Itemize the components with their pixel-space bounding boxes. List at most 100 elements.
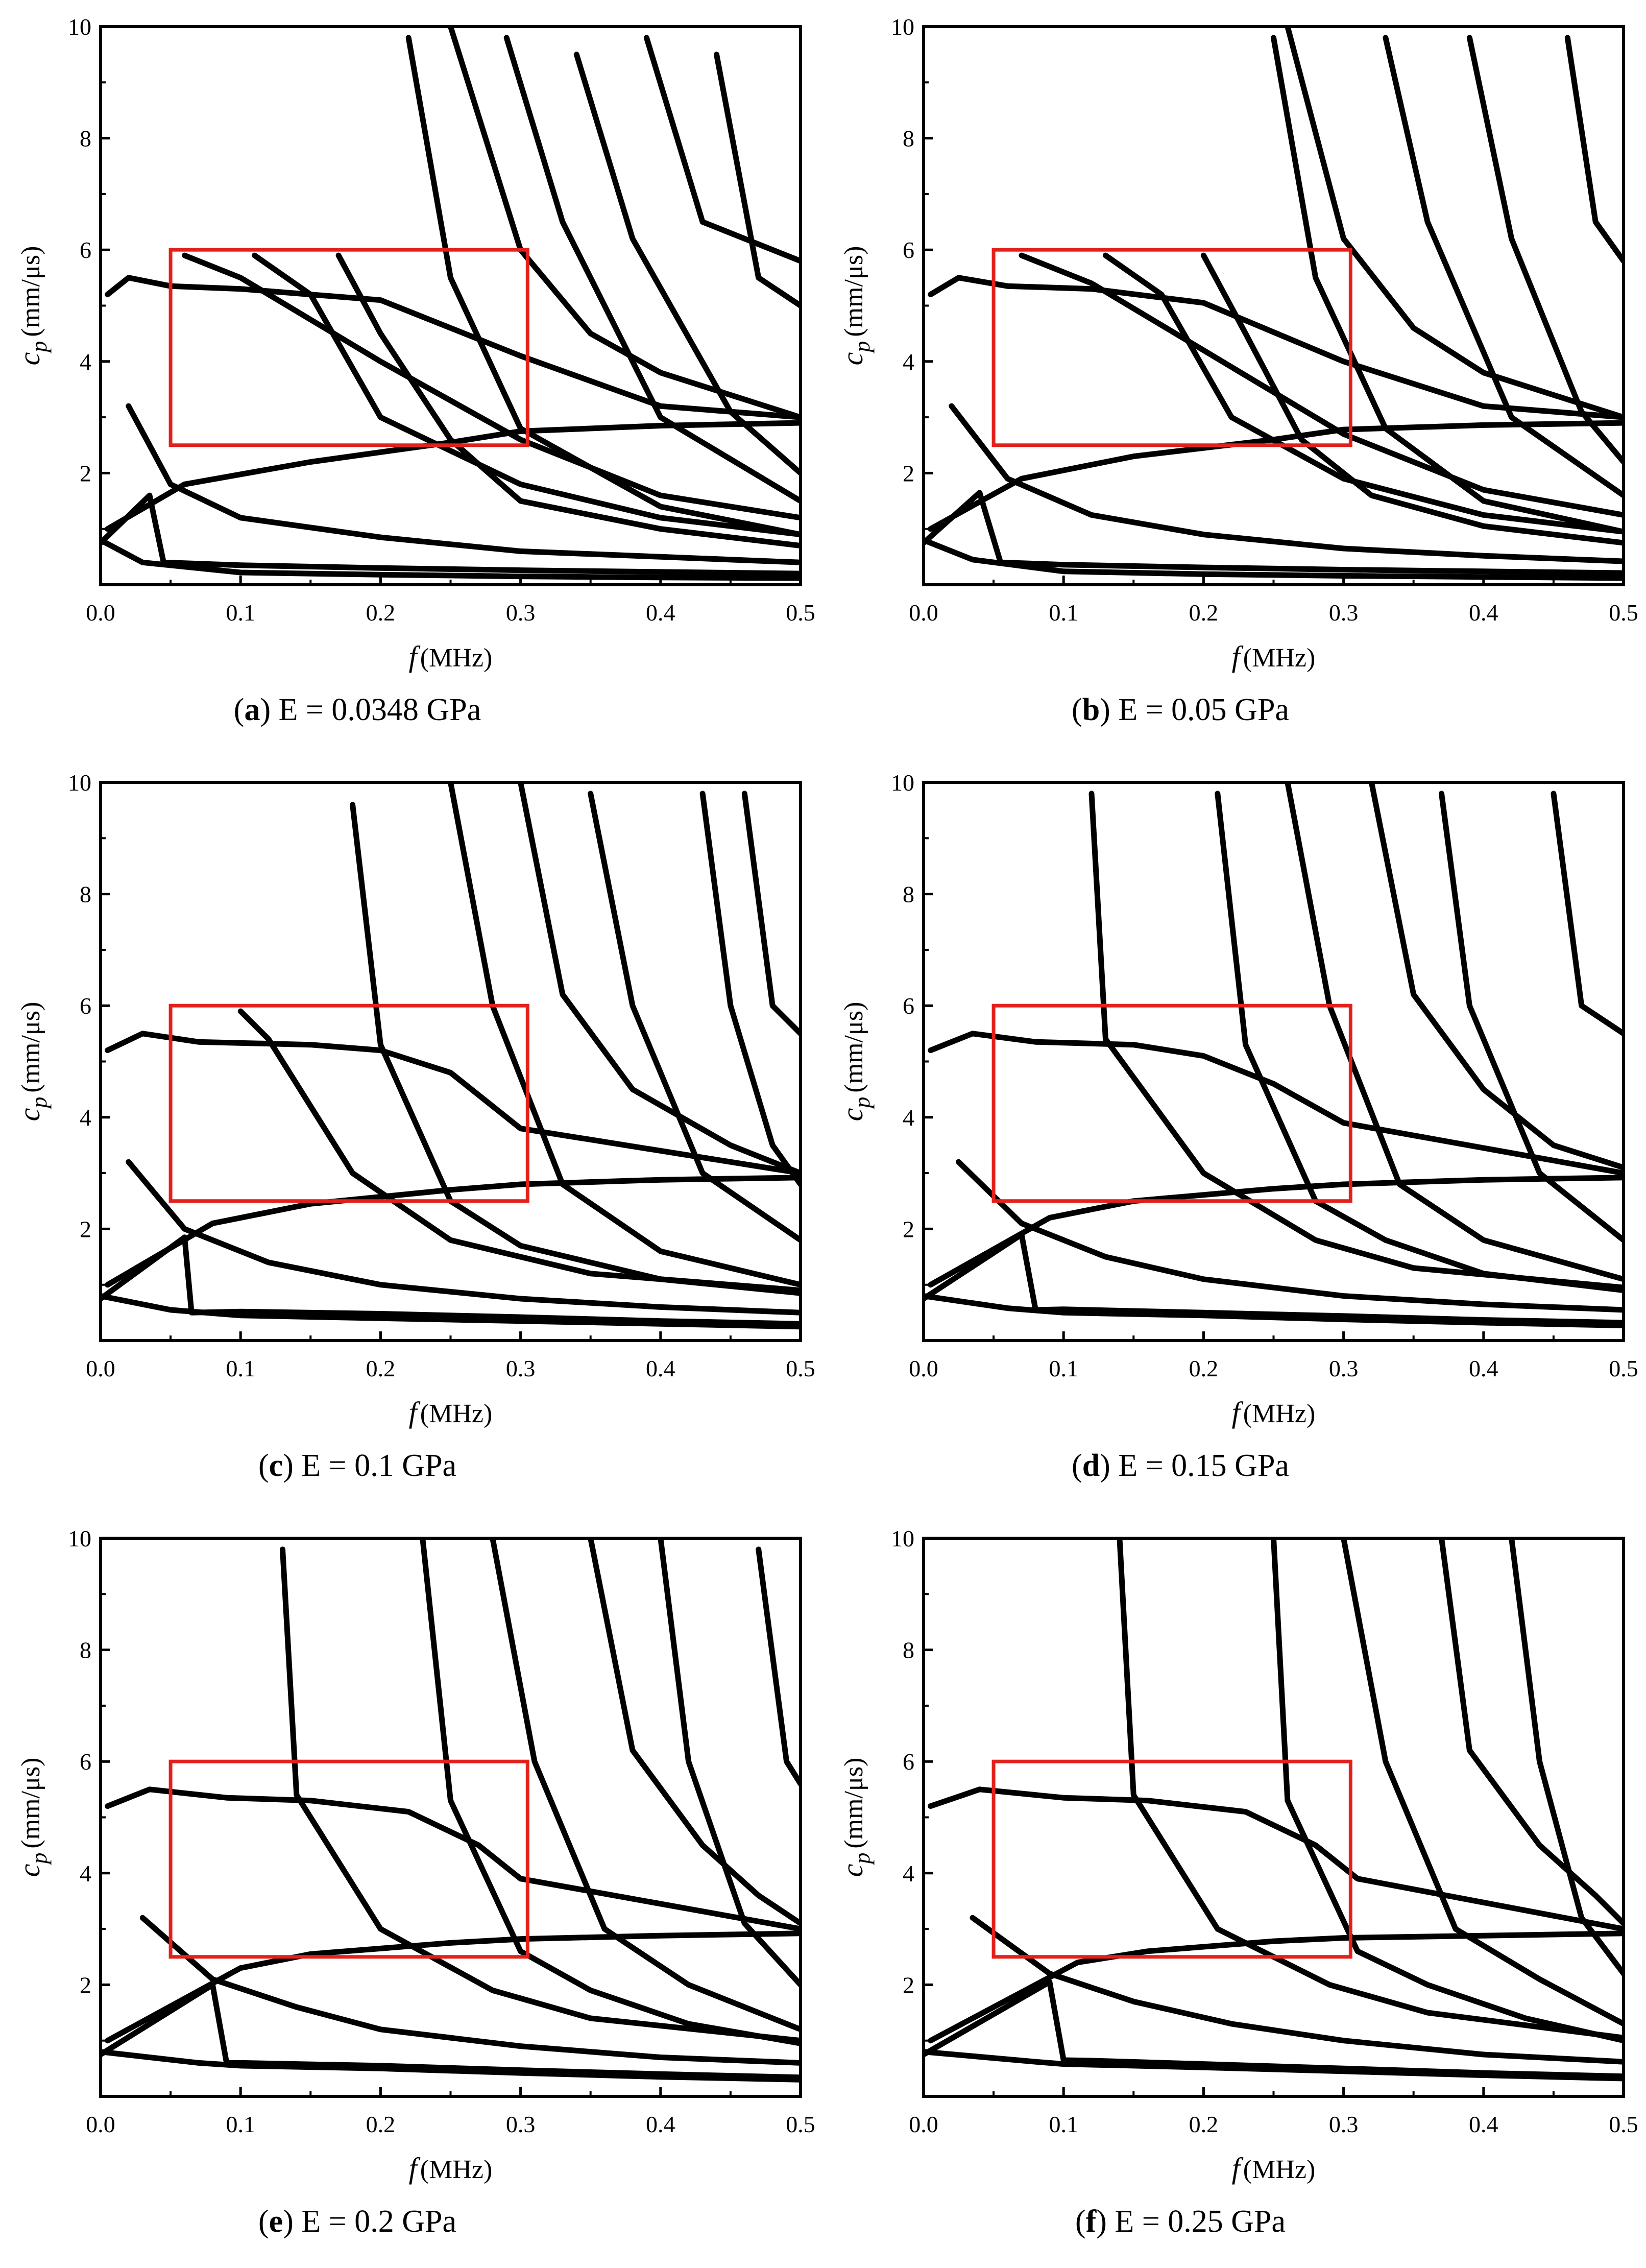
y-tick-label: 10 xyxy=(891,770,914,796)
series-mode-7 xyxy=(252,252,801,538)
y-tick-label: 4 xyxy=(903,1105,914,1131)
y-axis-unit: (mm/μs) xyxy=(16,1002,45,1093)
y-tick-label: 10 xyxy=(68,1525,91,1551)
series-mode-14 xyxy=(714,52,801,308)
y-tick-label: 8 xyxy=(80,881,91,908)
x-tick-label: 0.0 xyxy=(909,600,938,626)
highlight-box xyxy=(168,248,529,447)
x-tick-label: 0.3 xyxy=(506,600,536,626)
y-axis-subscript: p xyxy=(850,1853,875,1866)
x-axis-label: f (MHz) xyxy=(1232,640,1316,673)
series-mode-9 xyxy=(1271,35,1624,535)
x-tick-label: 0.0 xyxy=(909,2111,938,2137)
x-axis-unit: (MHz) xyxy=(420,2155,493,2184)
y-axis-label: cp (mm/μs) xyxy=(13,1758,52,1877)
x-tick-label: 0.5 xyxy=(1609,1355,1638,1381)
series-mode-10 xyxy=(448,27,801,420)
x-tick-label: 0.1 xyxy=(226,600,255,626)
caption-letter-a: a xyxy=(244,693,260,727)
highlight-box xyxy=(168,1004,529,1203)
x-axis-label: f (MHz) xyxy=(409,640,493,673)
series-mode-8 xyxy=(1341,1538,1624,2027)
series-mode-5 xyxy=(970,1915,1624,2065)
y-axis-subscript: p xyxy=(27,1097,52,1110)
series-mode-5 xyxy=(126,403,801,565)
highlight-box xyxy=(991,1004,1352,1203)
y-tick-label: 6 xyxy=(903,237,914,263)
series-mode-12 xyxy=(573,52,801,476)
caption-text-f: E = 0.25 GPa xyxy=(1115,2204,1286,2239)
caption-text-a: E = 0.0348 GPa xyxy=(278,693,481,727)
y-tick-label: 8 xyxy=(80,126,91,152)
series-mode-5 xyxy=(956,1159,1624,1313)
series-mode-3 xyxy=(105,1175,801,1288)
x-tick-label: 0.2 xyxy=(366,2111,396,2137)
caption-b: (b) E = 0.05 GPa xyxy=(1072,693,1289,727)
y-tick-label: 4 xyxy=(903,1860,914,1887)
series-mode-12 xyxy=(741,791,801,1037)
caption-text-b: E = 0.05 GPa xyxy=(1118,693,1289,727)
series-mode-12 xyxy=(1466,35,1624,465)
series-mode-9 xyxy=(1439,1538,1624,1926)
y-axis-unit: (mm/μs) xyxy=(839,1002,868,1093)
y-axis-label: cp (mm/μs) xyxy=(836,1002,875,1121)
plot-b: 0.0 0.1 0.2 0.3 0.4 0.5 2 4 6 8 10 f (MHz) cp (mm/μs) xyxy=(836,14,1638,673)
x-tick-label: 0.1 xyxy=(1049,600,1078,626)
y-tick-label: 8 xyxy=(80,1637,91,1663)
x-axis-symbol: f xyxy=(1232,640,1244,673)
series-group xyxy=(924,1538,1624,2082)
x-axis-symbol: f xyxy=(409,1396,421,1429)
series-mode-3 xyxy=(928,420,1624,532)
series-mode-8 xyxy=(335,252,801,548)
series-mode-2 xyxy=(924,1231,1624,1326)
y-axis-subscript: p xyxy=(850,1097,875,1110)
plot-d: 0.0 0.1 0.2 0.3 0.4 0.5 2 4 6 8 10 f (MHz) cp (mm/μs) xyxy=(836,770,1638,1429)
series-mode-11 xyxy=(1383,35,1624,498)
series-mode-6 xyxy=(237,1008,801,1294)
series-mode-2 xyxy=(101,492,801,577)
y-tick-label: 10 xyxy=(68,770,91,796)
series-mode-11 xyxy=(699,791,801,1187)
series-group xyxy=(924,27,1624,581)
series-mode-8 xyxy=(1200,252,1624,546)
x-tick-label: 0.5 xyxy=(1609,600,1638,626)
series-mode-4 xyxy=(928,1786,1624,1932)
x-axis-symbol: f xyxy=(1232,2152,1244,2185)
series-mode-4 xyxy=(105,1786,801,1932)
x-tick-label: 0.1 xyxy=(226,1355,255,1381)
series-mode-5 xyxy=(949,403,1624,564)
panel-f: 0.0 0.1 0.2 0.3 0.4 0.5 2 4 6 8 10 f (MHz) cp(mm/μs) … xyxy=(823,1512,1646,2267)
y-tick-label: 8 xyxy=(903,881,914,908)
x-tick-label: 0.5 xyxy=(786,1355,815,1381)
series-group xyxy=(924,782,1624,1328)
plot-a: 0.0 0.1 0.2 0.3 0.4 0.5 2 4 6 8 10 f (MHz) cp (mm/μs) xyxy=(13,14,815,673)
plot-frame xyxy=(922,781,1625,1342)
panel-c: 0.0 0.1 0.2 0.3 0.4 0.5 2 4 6 8 10 f (MHz) cp(mm/μs) … xyxy=(0,756,823,1512)
x-tick-label: 0.4 xyxy=(646,2111,675,2137)
x-tick-label: 0.5 xyxy=(1609,2111,1638,2137)
y-axis-subscript: p xyxy=(27,341,52,354)
y-tick-label: 2 xyxy=(80,460,91,486)
caption-letter-c: c xyxy=(269,1448,283,1483)
series-mode-8 xyxy=(448,782,801,1288)
x-axis-label: f (MHz) xyxy=(1232,2152,1316,2185)
x-axis-symbol: f xyxy=(409,2152,421,2185)
x-tick-label: 0.2 xyxy=(366,1355,396,1381)
x-axis-symbol: f xyxy=(1232,1396,1244,1429)
series-mode-7 xyxy=(420,1538,801,2046)
series-mode-11 xyxy=(1551,791,1624,1037)
y-tick-label: 6 xyxy=(80,237,91,263)
y-tick-label: 4 xyxy=(80,349,91,375)
y-tick-label: 2 xyxy=(80,1216,91,1242)
x-tick-label: 0.3 xyxy=(1329,600,1359,626)
x-tick-label: 0.3 xyxy=(1329,1355,1359,1381)
x-tick-label: 0.0 xyxy=(86,2111,115,2137)
series-mode-4 xyxy=(928,1031,1624,1176)
x-axis-unit: (MHz) xyxy=(420,1399,493,1428)
caption-c: (c) E = 0.1 GPa xyxy=(258,1448,456,1483)
highlight-box xyxy=(991,1759,1352,1959)
y-tick-label: 4 xyxy=(80,1105,91,1131)
y-axis-symbol: c xyxy=(13,1864,46,1877)
series-mode-6 xyxy=(280,1546,801,2044)
panel-b: 0.0 0.1 0.2 0.3 0.4 0.5 2 4 6 8 10 f (MHz) cp(mm/μs) … xyxy=(823,0,1646,756)
